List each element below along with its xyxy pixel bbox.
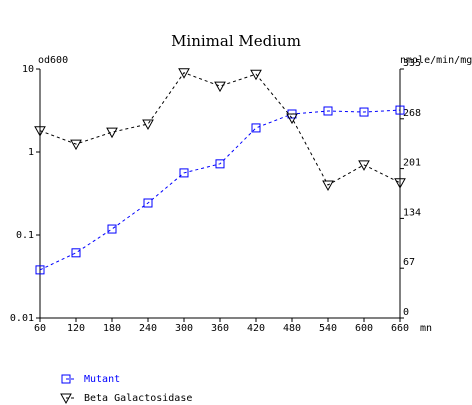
legend-marker (61, 374, 71, 384)
marker (251, 123, 261, 133)
series-line (39, 109, 401, 271)
y2-tick-label: 134 (403, 207, 421, 218)
x-tick-label: 60 (34, 323, 46, 334)
x-tick-label: 300 (175, 323, 193, 334)
x-tick-label: 600 (355, 323, 373, 334)
series-line (39, 72, 401, 186)
x-tick-label: 480 (283, 323, 301, 334)
y2-tick-label: 201 (403, 158, 421, 169)
marker (34, 126, 46, 137)
y2-tick-label: 0 (403, 307, 409, 318)
y-tick-label: 0.1 (16, 230, 34, 241)
marker (394, 178, 406, 189)
marker (143, 198, 153, 208)
marker (215, 159, 225, 169)
marker (358, 160, 370, 171)
y2-tick-label: 335 (403, 58, 421, 69)
marker (359, 107, 369, 117)
x-tick-label: 360 (211, 323, 229, 334)
marker (322, 180, 334, 191)
x-tick-label: 420 (247, 323, 265, 334)
legend-label: Mutant (84, 374, 120, 385)
marker (106, 127, 118, 139)
marker (395, 105, 405, 115)
marker (178, 68, 190, 79)
marker (323, 106, 333, 116)
marker (250, 69, 262, 81)
legend-label: Beta Galactosidase (84, 393, 192, 404)
marker (214, 81, 226, 93)
y2-tick-label: 268 (403, 108, 421, 119)
x-tick-label: 180 (103, 323, 121, 334)
x-tick-label: 120 (67, 323, 85, 334)
y-tick-label: 0.01 (10, 313, 34, 324)
chart-title: Minimal Medium (171, 32, 301, 50)
y-tick-label: 1 (28, 147, 34, 158)
marker (71, 248, 81, 258)
y-tick-label: 10 (22, 64, 34, 75)
x-tick-label: 660 (391, 323, 409, 334)
y2-tick-label: 67 (403, 257, 415, 268)
marker (142, 119, 154, 131)
legend-marker (60, 393, 72, 405)
marker (286, 113, 298, 125)
x-tick-label: 540 (319, 323, 337, 334)
marker (107, 224, 117, 234)
y-axis-label: od600 (38, 55, 68, 66)
marker (35, 265, 45, 275)
y2-axis-label: nmole/min/mg (400, 55, 472, 66)
x-axis-label: mn (420, 323, 432, 334)
x-tick-label: 240 (139, 323, 157, 334)
marker (179, 168, 189, 178)
marker (70, 139, 82, 151)
